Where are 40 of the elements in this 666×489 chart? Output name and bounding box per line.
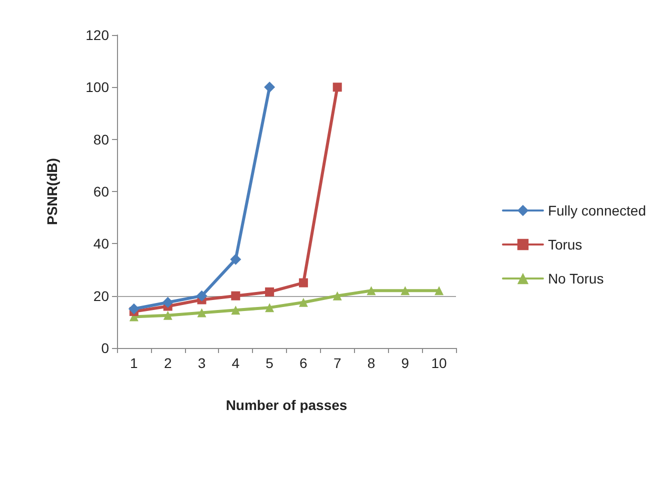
legend-label: No Torus xyxy=(548,270,604,286)
point xyxy=(265,303,274,312)
point xyxy=(264,82,276,93)
x-tick-label: 10 xyxy=(431,355,448,371)
y-tick-label: 100 xyxy=(86,79,110,96)
y-tick-label: 120 xyxy=(86,27,110,43)
x-axis-title: Number of passes xyxy=(226,397,348,413)
point xyxy=(230,254,242,265)
point xyxy=(128,303,140,314)
point xyxy=(265,287,274,296)
x-tick-label: 1 xyxy=(130,355,138,371)
y-tick-label: 80 xyxy=(93,131,110,148)
x-tick-label: 9 xyxy=(401,355,410,371)
x-tick-label: 4 xyxy=(232,355,240,371)
point xyxy=(332,291,342,300)
point xyxy=(434,286,444,296)
x-tick-label: 2 xyxy=(164,355,172,371)
y-tick-label: 60 xyxy=(93,184,110,200)
y-tick-label: 40 xyxy=(93,236,110,252)
point xyxy=(162,296,174,308)
point xyxy=(298,278,308,288)
x-tick-label: 8 xyxy=(367,355,376,371)
x-tick-label: 3 xyxy=(198,355,206,371)
x-tick-label: 7 xyxy=(333,355,342,371)
point xyxy=(163,310,172,320)
y-axis-title: PSNR(dB) xyxy=(44,158,60,225)
y-tick-label: 20 xyxy=(93,288,110,304)
point xyxy=(400,286,410,296)
x-tick-label: 5 xyxy=(266,355,274,371)
x-tick-label: 6 xyxy=(300,355,308,371)
point xyxy=(231,306,240,315)
point xyxy=(196,290,208,302)
point xyxy=(332,82,342,92)
y-tick-label: 0 xyxy=(101,340,110,356)
point xyxy=(366,286,376,296)
legend-label: Torus xyxy=(548,236,582,252)
point xyxy=(231,291,240,300)
point xyxy=(298,298,308,307)
point xyxy=(197,308,206,318)
legend-label: Fully connected xyxy=(548,202,646,218)
